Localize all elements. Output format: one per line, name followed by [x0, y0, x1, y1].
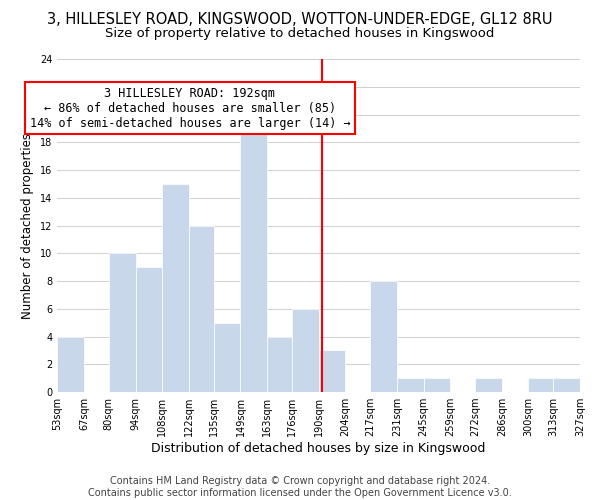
Bar — [292, 309, 319, 392]
Bar — [58, 336, 84, 392]
Bar — [267, 336, 292, 392]
Bar — [397, 378, 424, 392]
Bar — [553, 378, 580, 392]
Bar — [214, 322, 241, 392]
Bar — [424, 378, 450, 392]
Bar — [241, 114, 267, 392]
Bar — [529, 378, 553, 392]
Text: 3 HILLESLEY ROAD: 192sqm
← 86% of detached houses are smaller (85)
14% of semi-d: 3 HILLESLEY ROAD: 192sqm ← 86% of detach… — [29, 87, 350, 130]
Text: Size of property relative to detached houses in Kingswood: Size of property relative to detached ho… — [106, 28, 494, 40]
Bar — [475, 378, 502, 392]
Bar — [319, 350, 346, 392]
Bar — [109, 254, 136, 392]
Y-axis label: Number of detached properties: Number of detached properties — [22, 132, 34, 318]
Text: 3, HILLESLEY ROAD, KINGSWOOD, WOTTON-UNDER-EDGE, GL12 8RU: 3, HILLESLEY ROAD, KINGSWOOD, WOTTON-UND… — [47, 12, 553, 28]
Text: Contains HM Land Registry data © Crown copyright and database right 2024.
Contai: Contains HM Land Registry data © Crown c… — [88, 476, 512, 498]
Bar — [162, 184, 189, 392]
Bar — [136, 267, 162, 392]
Bar — [189, 226, 214, 392]
Bar — [370, 281, 397, 392]
X-axis label: Distribution of detached houses by size in Kingswood: Distribution of detached houses by size … — [151, 442, 486, 455]
